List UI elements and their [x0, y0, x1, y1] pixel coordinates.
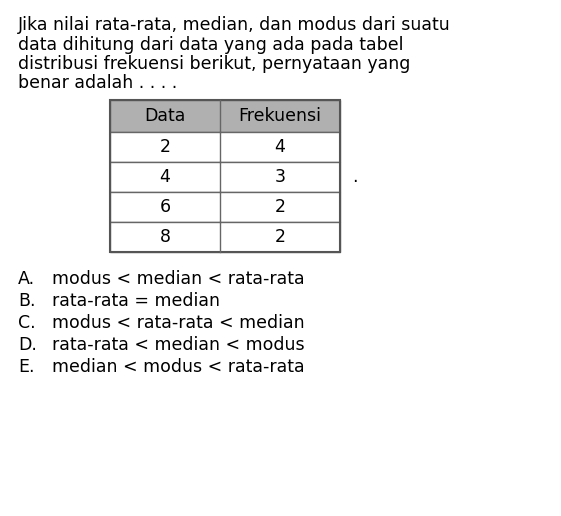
- Text: 4: 4: [159, 168, 171, 186]
- Text: 6: 6: [159, 198, 171, 216]
- Text: 4: 4: [274, 138, 286, 156]
- Text: benar adalah . . . .: benar adalah . . . .: [18, 74, 177, 92]
- Text: 3: 3: [274, 168, 286, 186]
- Text: Data: Data: [144, 107, 186, 125]
- Bar: [110, 100, 340, 132]
- Bar: [110, 132, 340, 162]
- Text: E.: E.: [18, 358, 34, 376]
- Text: D.: D.: [18, 336, 37, 354]
- Bar: [110, 162, 340, 192]
- Text: 2: 2: [274, 228, 286, 246]
- Text: Frekuensi: Frekuensi: [238, 107, 321, 125]
- Bar: [110, 100, 340, 252]
- Text: 8: 8: [159, 228, 171, 246]
- Bar: [110, 192, 340, 222]
- Text: distribusi frekuensi berikut, pernyataan yang: distribusi frekuensi berikut, pernyataan…: [18, 55, 411, 73]
- Text: modus < median < rata-rata: modus < median < rata-rata: [52, 270, 305, 288]
- Text: C.: C.: [18, 314, 36, 332]
- Text: rata-rata = median: rata-rata = median: [52, 292, 220, 310]
- Text: median < modus < rata-rata: median < modus < rata-rata: [52, 358, 305, 376]
- Bar: [110, 222, 340, 252]
- Text: 2: 2: [159, 138, 171, 156]
- Text: modus < rata-rata < median: modus < rata-rata < median: [52, 314, 305, 332]
- Text: data dihitung dari data yang ada pada tabel: data dihitung dari data yang ada pada ta…: [18, 36, 403, 54]
- Text: 2: 2: [274, 198, 286, 216]
- Text: .: .: [352, 168, 357, 186]
- Text: rata-rata < median < modus: rata-rata < median < modus: [52, 336, 305, 354]
- Text: B.: B.: [18, 292, 35, 310]
- Text: A.: A.: [18, 270, 35, 288]
- Text: Jika nilai rata-rata, median, dan modus dari suatu: Jika nilai rata-rata, median, dan modus …: [18, 16, 450, 34]
